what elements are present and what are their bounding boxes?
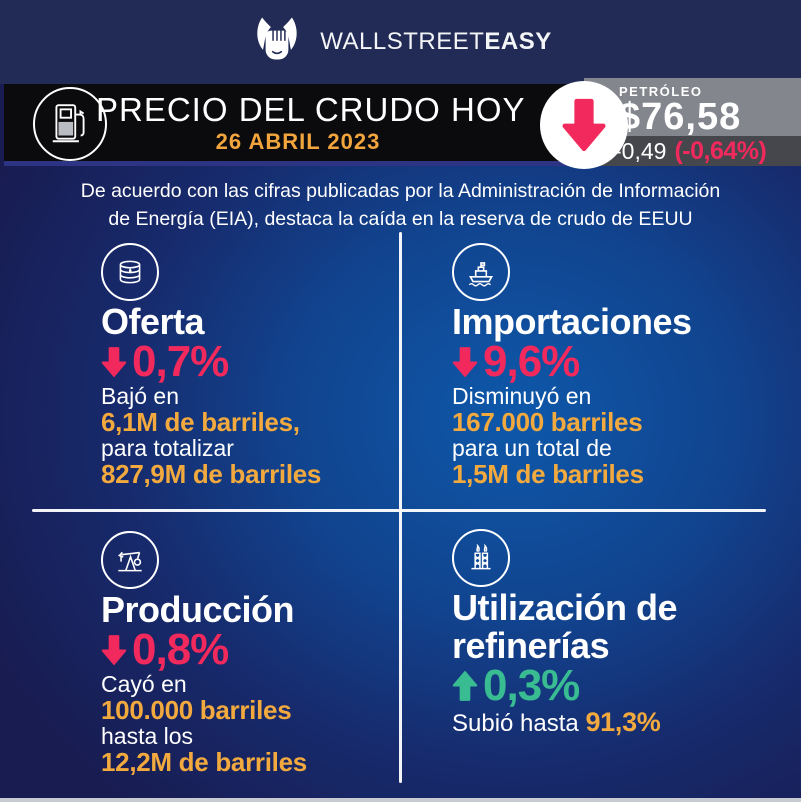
divider-vertical: [399, 232, 402, 783]
page-date: 26 ABRIL 2023: [215, 129, 381, 154]
change-row: 0,8%: [101, 625, 397, 674]
detail-amount: 6,1M de barriles,: [101, 407, 300, 437]
detail-line: Subió hasta 91,3%: [452, 707, 792, 739]
header-title-block: PRECIO DEL CRUDO HOY 26 ABRIL 2023: [96, 91, 526, 155]
bottom-edge-line: [0, 798, 801, 802]
brand-bar: WALLSTREETEASY: [0, 0, 801, 84]
detail-amount: 12,2M de barriles: [101, 747, 307, 777]
oil-barrel-icon: [101, 243, 159, 301]
price-down-arrow-icon: [540, 81, 628, 169]
quadrant-importaciones: Importaciones 9,6% Disminuyó en 167.000 …: [452, 243, 792, 487]
fuel-pump-icon: [33, 87, 107, 161]
quadrant-oferta: Oferta 0,7% Bajó en 6,1M de barriles, pa…: [101, 243, 397, 487]
quadrant-utilizacion-refinerias: Utilización de refinerías 0,3% Subió has…: [452, 529, 792, 739]
down-arrow-icon: [101, 634, 127, 666]
detail-amount: 167.000 barriles: [452, 407, 643, 437]
change-pct: 0,7%: [132, 337, 229, 386]
ticker-label: PETRÓLEO: [619, 84, 703, 99]
detail-line: Bajó en: [101, 383, 180, 409]
intro-line-1: De acuerdo con las cifras publicadas por…: [80, 180, 721, 202]
detail-amount: 100.000 barriles: [101, 695, 292, 725]
ticker-change-pct: (-0,64%): [674, 136, 767, 165]
divider-horizontal: [32, 509, 766, 512]
intro-text: De acuerdo con las cifras publicadas por…: [0, 177, 801, 233]
bull-fist-logo-icon: [249, 13, 305, 71]
change-row: 0,7%: [101, 337, 397, 386]
quadrant-produccion: Producción 0,8% Cayó en 100.000 barriles…: [101, 531, 397, 775]
refinery-icon: [452, 529, 510, 587]
detail-amount: 91,3%: [585, 707, 661, 737]
change-pct: 9,6%: [483, 337, 580, 386]
detail-line: hasta los: [101, 723, 194, 749]
detail-amount: 1,5M de barriles: [452, 459, 644, 489]
quadrant-title: Oferta: [101, 301, 205, 342]
down-arrow-icon: [452, 346, 478, 378]
detail-line: Disminuyó en: [452, 383, 592, 409]
detail-line-text: Subió hasta: [452, 710, 579, 737]
detail-line: para totalizar: [101, 435, 234, 461]
page-title: PRECIO DEL CRUDO HOY: [96, 91, 526, 128]
brand-name-regular: WALLSTREET: [320, 28, 485, 55]
change-row: 9,6%: [452, 337, 792, 386]
quadrant-title: Producción: [101, 589, 295, 630]
cargo-ship-icon: [452, 243, 510, 301]
intro-line-2: de Energía (EIA), destaca la caída en la…: [108, 208, 693, 230]
quadrant-title: Importaciones: [452, 301, 692, 342]
detail-amount: 827,9M de barriles: [101, 459, 322, 489]
brand-name: WALLSTREETEASY: [320, 28, 552, 56]
change-pct: 0,8%: [132, 625, 229, 674]
down-arrow-icon: [101, 346, 127, 378]
detail-line: Cayó en: [101, 671, 187, 697]
change-row: 0,3%: [452, 661, 792, 710]
up-arrow-icon: [452, 670, 478, 702]
detail-line: para un total de: [452, 435, 612, 461]
ticker-price: $76,58: [619, 96, 742, 138]
pump-jack-icon: [101, 531, 159, 589]
change-pct: 0,3%: [483, 661, 580, 710]
quadrant-title: Utilización de refinerías: [452, 587, 678, 666]
brand-name-bold: EASY: [484, 28, 552, 55]
